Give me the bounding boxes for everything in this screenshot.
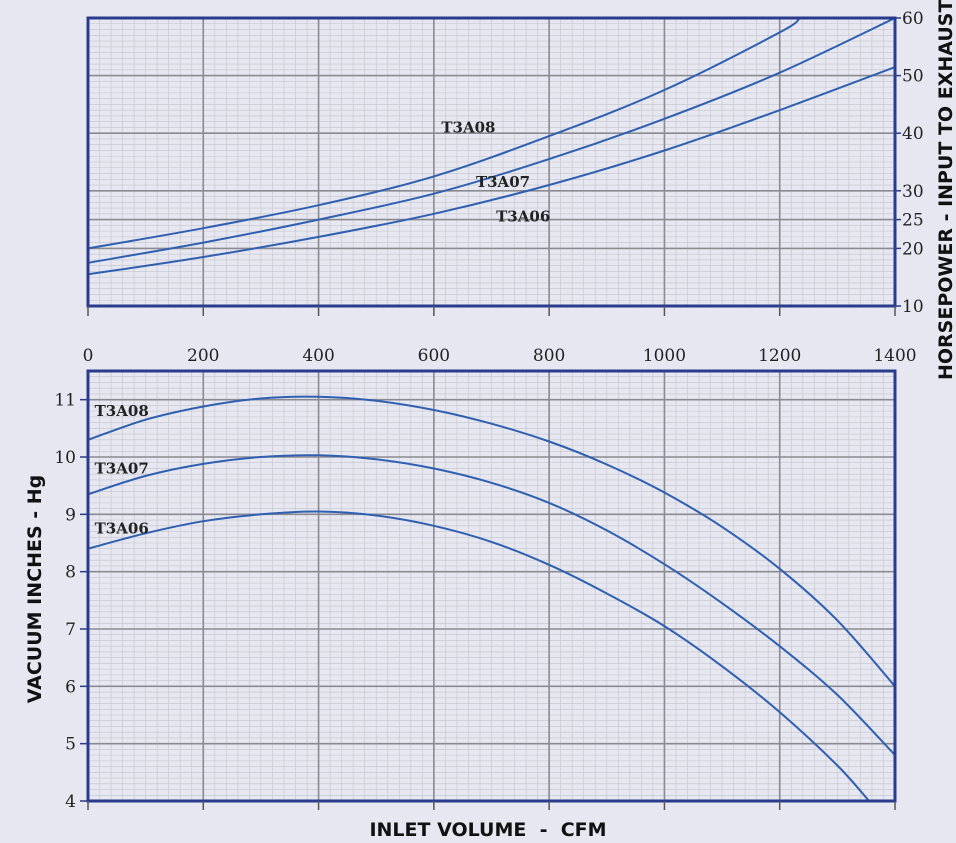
hp-ytick-label: 25: [902, 211, 924, 231]
hp-curve-label: T3A06: [496, 208, 550, 226]
vac-curve-label: T3A06: [95, 520, 149, 538]
vacuum-plot-frame: [86, 369, 897, 803]
vac-ytick-label: 4: [65, 792, 76, 812]
vac-ytick-label: 5: [65, 735, 76, 755]
hp-ytick-label: 40: [902, 124, 924, 144]
vac-ytick-label: 11: [54, 391, 76, 411]
vac-ytick-label: 7: [65, 620, 76, 640]
vac-series-t3a07: [87, 454, 896, 756]
xtick-label: 1400: [873, 346, 916, 366]
hp-series-t3a07: [87, 17, 896, 264]
xtick-label: 0: [83, 346, 94, 366]
vacuum-curves: [87, 395, 896, 802]
vac-ytick-label: 9: [65, 505, 76, 525]
vacuum-axis-title: VACUUM INCHES - Hg: [24, 475, 46, 704]
xtick-label: 200: [187, 346, 219, 366]
vac-curve-label: T3A08: [95, 402, 149, 420]
hp-series-t3a06: [87, 66, 896, 276]
xtick-label: 1000: [643, 346, 686, 366]
vac-ytick-label: 10: [54, 448, 76, 468]
hp-ytick-label: 20: [902, 239, 924, 259]
vac-ytick-label: 8: [65, 563, 76, 583]
hp-series-t3a08: [87, 17, 801, 250]
vac-series-t3a06: [87, 510, 870, 802]
hp-ytick-label: 50: [902, 67, 924, 87]
hp-ytick-label: 30: [902, 182, 924, 202]
vac-frame: [86, 369, 897, 803]
vac-series-t3a08: [87, 395, 896, 687]
horsepower-plot-frame: [86, 16, 897, 308]
horsepower-grid: [87, 17, 896, 307]
xtick-label: 600: [418, 346, 450, 366]
hp-frame: [86, 16, 897, 308]
vacuum-grid: [87, 370, 896, 802]
horsepower-axis-title: HORSEPOWER - INPUT TO EXHAUSTER: [935, 0, 956, 380]
hp-curve-label: T3A08: [441, 118, 495, 136]
xtick-label: 400: [302, 346, 334, 366]
horsepower-curves: [87, 17, 896, 276]
vac-ytick-label: 6: [65, 677, 76, 697]
xtick-label: 800: [533, 346, 565, 366]
inlet-volume-axis-title: INLET VOLUME - CFM: [369, 819, 606, 841]
vac-curve-label: T3A07: [95, 459, 149, 477]
xtick-label: 1200: [758, 346, 801, 366]
hp-ytick-label: 60: [902, 9, 924, 29]
hp-curve-label: T3A07: [476, 173, 530, 191]
hp-ytick-label: 10: [902, 297, 924, 317]
